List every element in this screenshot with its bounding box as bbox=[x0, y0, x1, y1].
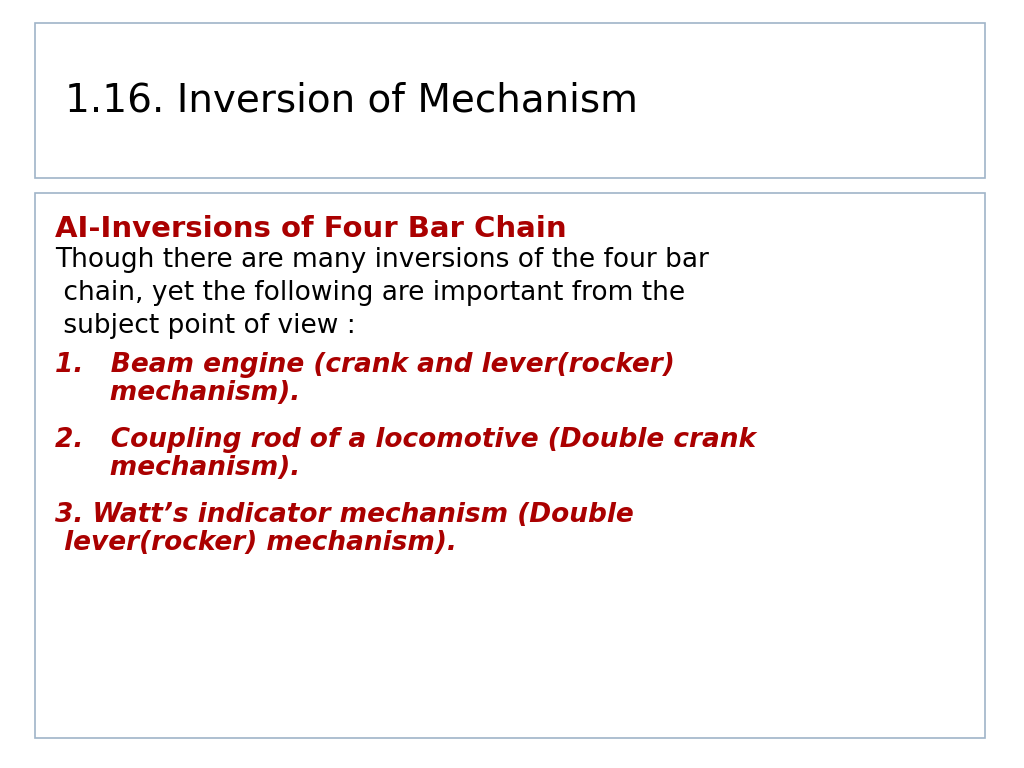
Text: lever(rocker) mechanism).: lever(rocker) mechanism). bbox=[55, 530, 457, 556]
Text: Though there are many inversions of the four bar
 chain, yet the following are i: Though there are many inversions of the … bbox=[55, 247, 709, 339]
Text: 1.16. Inversion of Mechanism: 1.16. Inversion of Mechanism bbox=[65, 81, 638, 120]
FancyBboxPatch shape bbox=[35, 193, 985, 738]
FancyBboxPatch shape bbox=[35, 23, 985, 178]
Text: 1.   Beam engine (crank and lever(rocker): 1. Beam engine (crank and lever(rocker) bbox=[55, 352, 675, 378]
Text: mechanism).: mechanism). bbox=[55, 380, 300, 406]
Text: 3. Watt’s indicator mechanism (Double: 3. Watt’s indicator mechanism (Double bbox=[55, 502, 634, 528]
Text: AI-Inversions of Four Bar Chain: AI-Inversions of Four Bar Chain bbox=[55, 215, 566, 243]
Text: 2.   Coupling rod of a locomotive (Double crank: 2. Coupling rod of a locomotive (Double … bbox=[55, 427, 756, 453]
Text: mechanism).: mechanism). bbox=[55, 455, 300, 481]
